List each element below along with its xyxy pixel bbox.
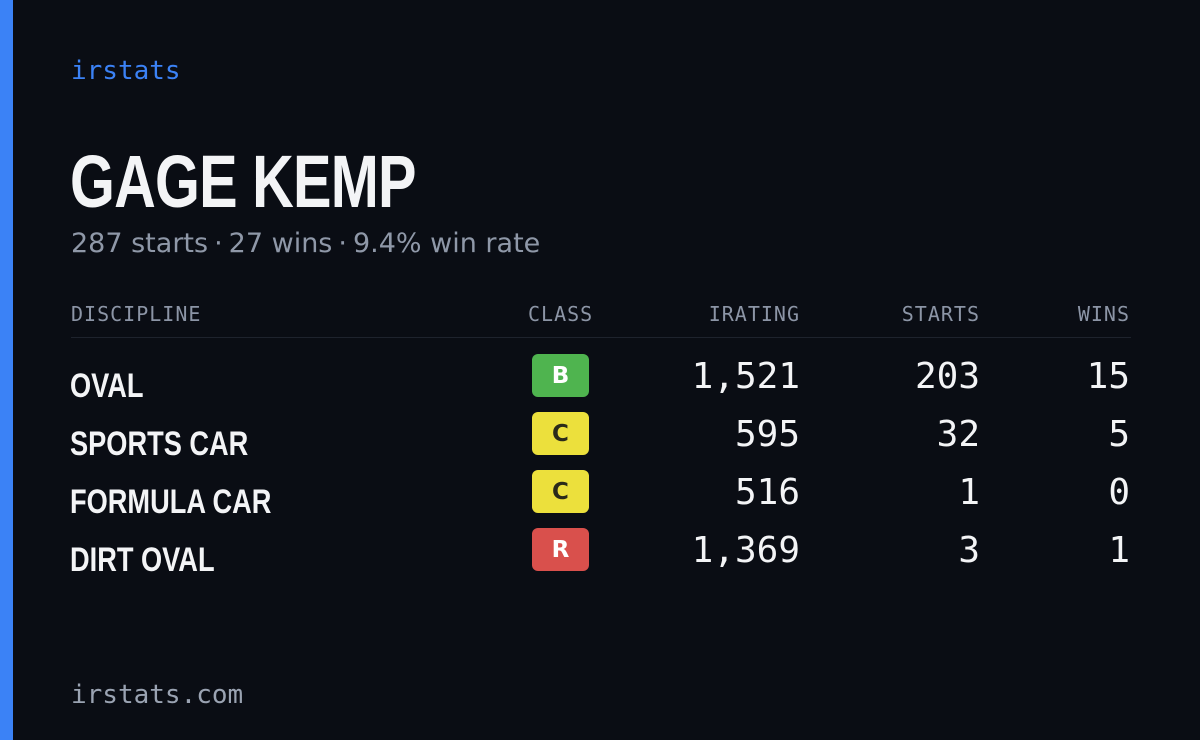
- discipline-label: DIRT OVAL: [70, 541, 215, 579]
- driver-name: GAGE KEMP: [70, 140, 417, 223]
- accent-bar: [0, 0, 13, 740]
- wins-value: 5: [1108, 414, 1130, 455]
- brand-logo: irstats: [71, 56, 181, 86]
- win-rate-summary: 9.4% win rate: [352, 228, 541, 259]
- class-badge: R: [532, 528, 589, 571]
- wins-value: 15: [1086, 356, 1130, 397]
- discipline-label: SPORTS CAR: [70, 425, 249, 463]
- starts-summary: 287 starts: [71, 228, 209, 259]
- class-badge: C: [532, 412, 589, 455]
- irating-value: 1,369: [691, 530, 800, 571]
- starts-value: 32: [936, 414, 980, 455]
- separator: ·: [338, 228, 347, 259]
- class-badge: C: [532, 470, 589, 513]
- irating-value: 516: [734, 472, 800, 513]
- separator: ·: [214, 228, 223, 259]
- irating-value: 595: [734, 414, 800, 455]
- wins-value: 1: [1108, 530, 1130, 571]
- discipline-label: OVAL: [70, 367, 144, 405]
- starts-value: 1: [958, 472, 980, 513]
- starts-value: 3: [958, 530, 980, 571]
- header-irating: IRATING: [708, 302, 800, 326]
- driver-summary: 287 starts · 27 wins · 9.4% win rate: [71, 228, 540, 259]
- header-starts: STARTS: [901, 302, 980, 326]
- table-row-dirt-oval: DIRT OVAL R 1,369 3 1: [0, 528, 1200, 586]
- header-wins: WINS: [1077, 302, 1130, 326]
- header-discipline: DISCIPLINE: [71, 302, 202, 326]
- wins-value: 0: [1108, 472, 1130, 513]
- irating-value: 1,521: [691, 356, 800, 397]
- discipline-label: FORMULA CAR: [70, 483, 272, 521]
- wins-summary: 27 wins: [228, 228, 333, 259]
- table-row-formula-car: FORMULA CAR C 516 1 0: [0, 470, 1200, 528]
- footer-url[interactable]: irstats.com: [71, 680, 244, 710]
- table-row-sports-car: SPORTS CAR C 595 32 5: [0, 412, 1200, 470]
- header-class: CLASS: [528, 302, 594, 326]
- header-divider: [71, 337, 1131, 338]
- class-badge: B: [532, 354, 589, 397]
- table-row-oval: OVAL B 1,521 203 15: [0, 354, 1200, 412]
- starts-value: 203: [914, 356, 980, 397]
